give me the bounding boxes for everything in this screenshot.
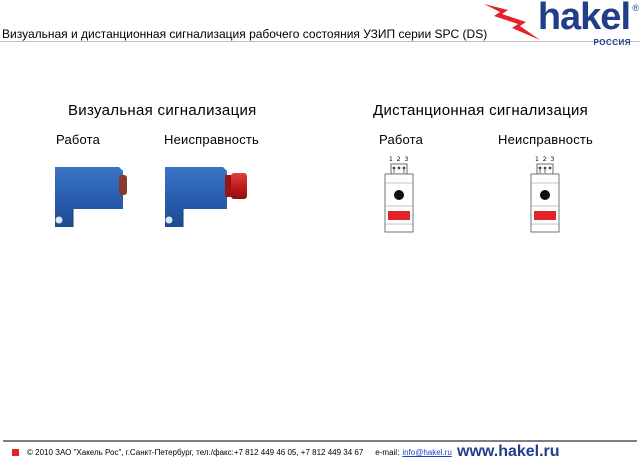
visual-fault-label: Неисправность [164,132,260,147]
bullet-square-icon [12,449,19,456]
spd-module-fault-icon [530,163,560,233]
terminal-numbers: 1 2 3 [389,156,410,163]
logo-wordmark: hakel [537,0,631,38]
visual-signalling-heading: Визуальная сигнализация [68,102,257,119]
device-fault-image [165,167,247,227]
logo-country: РОССИЯ [593,38,631,47]
footer-copyright: © 2010 ЗАО "Хакель Рос", г.Санкт-Петербу… [27,448,364,457]
page-title: Визуальная и дистанционная сигнализация … [2,27,488,41]
footer-website-link[interactable]: www.hakel.ru [457,443,560,460]
terminal-numbers: 1 2 3 [535,156,556,163]
remote-work-label: Работа [379,132,424,147]
logo-registered-mark: ® [632,3,639,13]
device-working-image [55,167,127,227]
remote-fault-label: Неисправность [498,132,594,147]
footer-email-label: e-mail: [375,448,400,457]
footer: © 2010 ЗАО "Хакель Рос", г.Санкт-Петербу… [12,448,452,457]
footer-divider [3,440,637,442]
footer-email-link[interactable]: info@hakel.ru [402,448,452,457]
remote-contact-working-diagram: 1 2 3 [383,156,415,234]
remote-signalling-heading: Дистанционная сигнализация [373,102,589,119]
visual-work-label: Работа [56,132,101,147]
lightning-bolt-icon [484,4,540,40]
hakel-logo[interactable]: hakel ® РОССИЯ [482,0,640,52]
spd-module-working-icon [384,163,414,233]
remote-contact-fault-diagram: 1 2 3 [529,156,561,234]
header-divider [0,41,640,42]
